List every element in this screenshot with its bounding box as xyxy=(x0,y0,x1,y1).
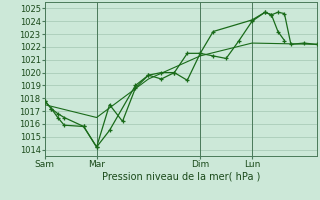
X-axis label: Pression niveau de la mer( hPa ): Pression niveau de la mer( hPa ) xyxy=(102,172,260,182)
